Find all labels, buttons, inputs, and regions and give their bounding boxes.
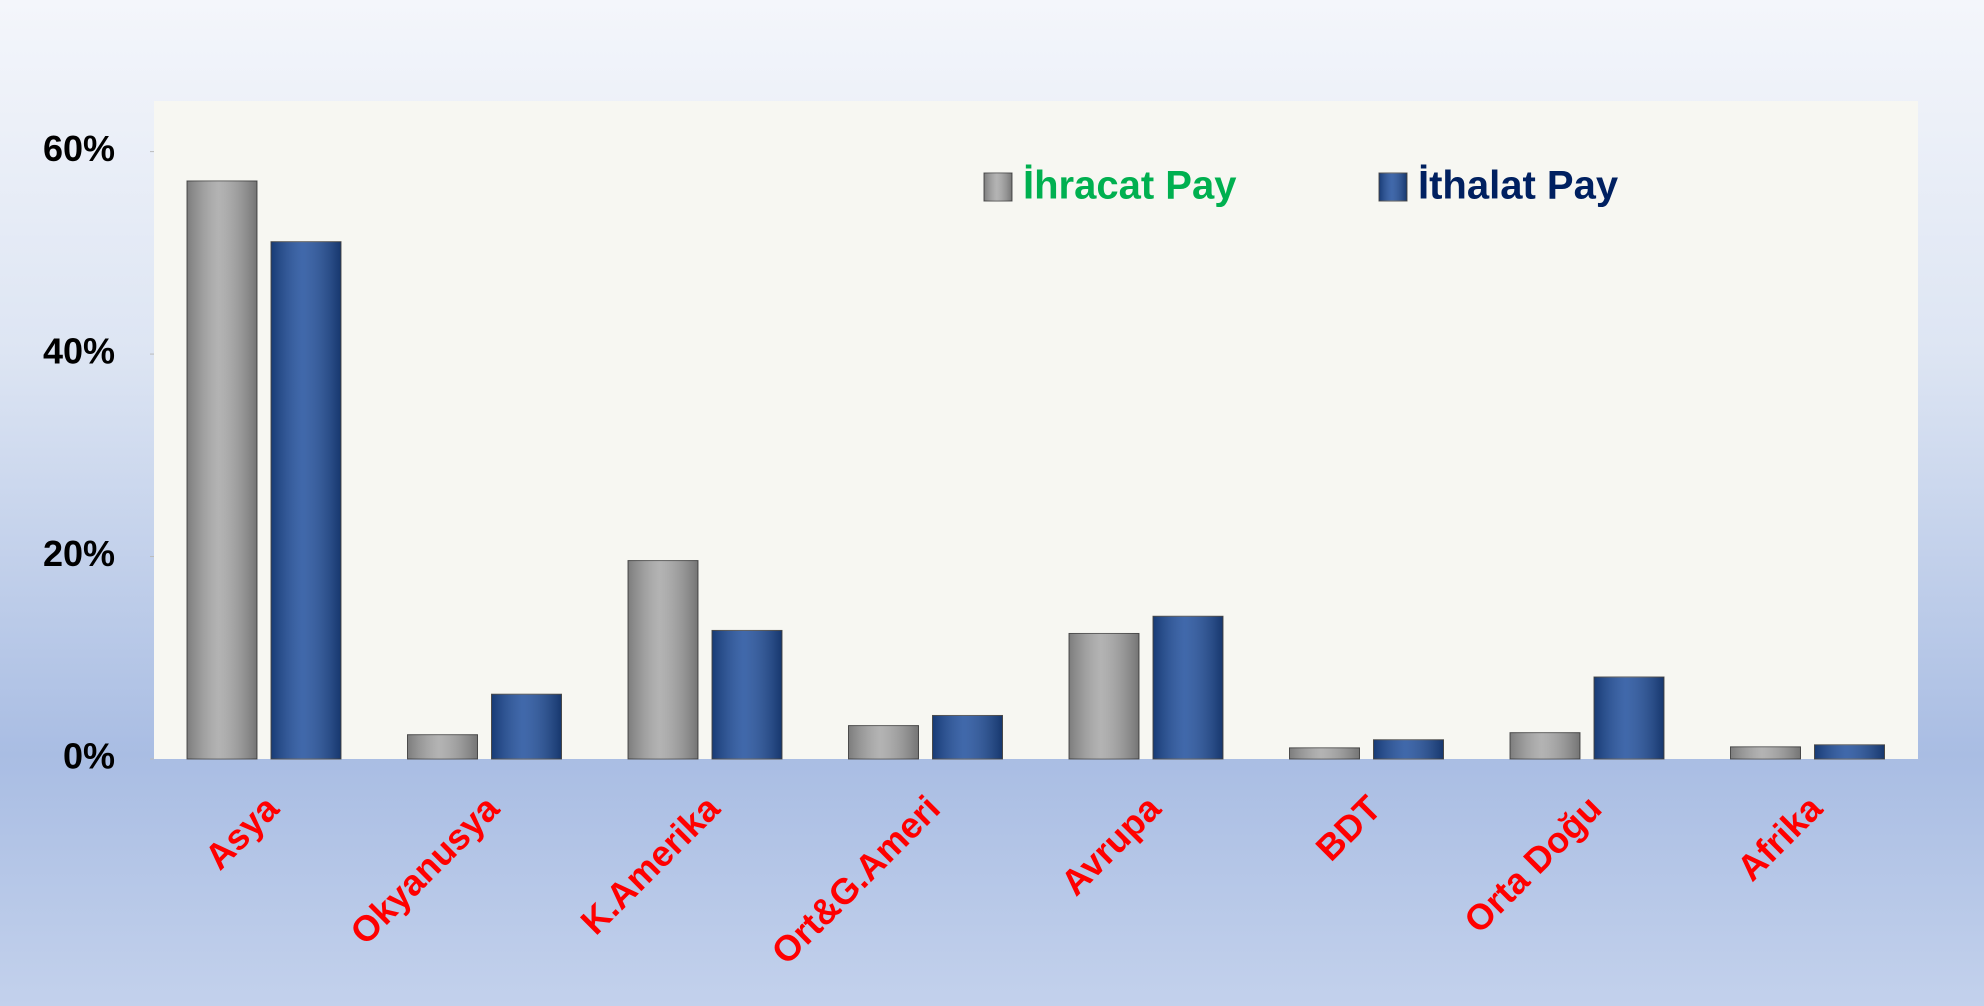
bar [1814,744,1885,760]
y-tick-label: 20% [43,533,115,574]
bar [932,714,1003,760]
y-tick-label: 0% [63,736,115,777]
bar [1593,676,1665,760]
bar [186,180,258,760]
bar [1730,746,1801,760]
y-tick-label: 40% [43,331,115,372]
bar [848,725,919,760]
plot-area [154,101,1918,759]
y-tick-label: 60% [43,128,115,169]
bar [491,693,562,760]
bar [407,734,478,760]
legend-label: İhracat Pay [1023,164,1237,208]
legend-swatch-shade [1379,173,1407,201]
bar [1152,615,1224,760]
bar [1068,632,1140,760]
bar [270,241,342,760]
bar [711,629,783,760]
bar [1509,732,1581,760]
bar [1289,747,1360,760]
bar [627,560,699,760]
legend-swatch-shade [984,173,1012,201]
bar [1373,739,1444,760]
legend-label: İthalat Pay [1418,164,1619,208]
